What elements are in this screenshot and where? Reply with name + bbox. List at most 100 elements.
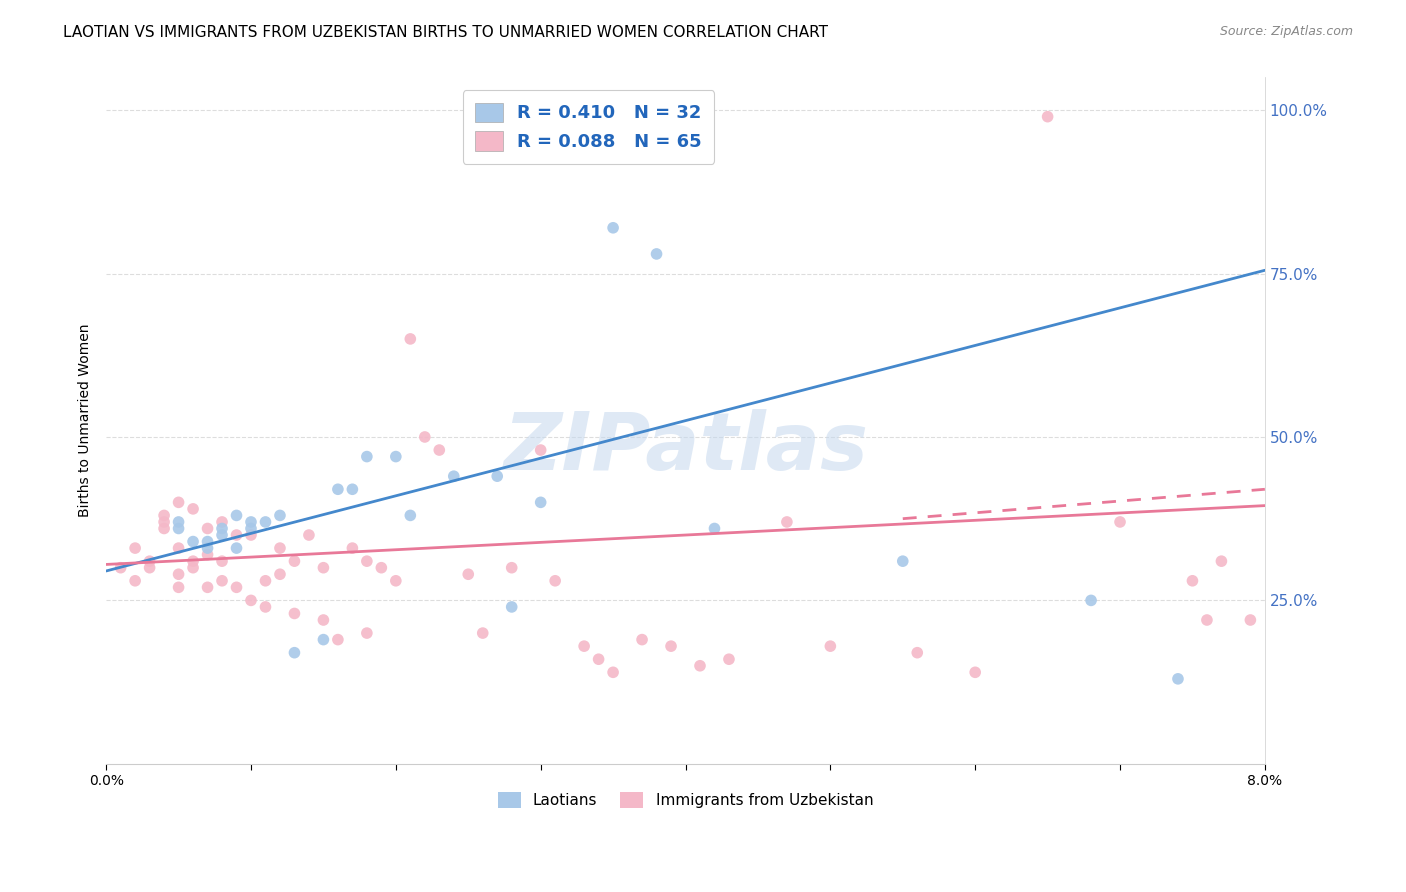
Point [413,430,436,444]
Point [269,541,291,555]
Point [181,534,204,549]
Point [486,469,509,483]
Point [443,469,465,483]
Point [1239,613,1261,627]
Point [342,541,364,555]
Point [703,521,725,535]
Point [153,508,176,523]
Point [240,515,263,529]
Point [138,560,160,574]
Point [240,593,263,607]
Point [776,515,799,529]
Point [283,646,305,660]
Point [225,541,247,555]
Point [631,632,654,647]
Point [399,508,422,523]
Point [312,560,335,574]
Point [501,599,523,614]
Point [138,554,160,568]
Point [181,560,204,574]
Legend: Laotians, Immigrants from Uzbekistan: Laotians, Immigrants from Uzbekistan [492,787,879,814]
Point [254,599,277,614]
Point [1181,574,1204,588]
Point [558,116,581,130]
Point [530,495,553,509]
Point [153,515,176,529]
Point [1036,110,1059,124]
Point [891,554,914,568]
Point [167,515,190,529]
Point [240,521,263,535]
Point [197,580,219,594]
Point [602,220,624,235]
Point [283,607,305,621]
Point [385,450,408,464]
Point [225,508,247,523]
Point [197,521,219,535]
Point [211,574,233,588]
Point [457,567,479,582]
Point [326,483,349,497]
Point [1167,672,1189,686]
Point [312,632,335,647]
Point [370,560,392,574]
Point [283,554,305,568]
Point [1195,613,1218,627]
Point [167,580,190,594]
Point [211,521,233,535]
Point [225,528,247,542]
Point [1211,554,1233,568]
Point [197,534,219,549]
Point [225,580,247,594]
Point [356,626,378,640]
Point [211,554,233,568]
Point [645,247,668,261]
Point [211,528,233,542]
Point [544,574,567,588]
Point [124,574,146,588]
Point [356,554,378,568]
Point [298,528,321,542]
Point [167,541,190,555]
Point [342,483,364,497]
Point [588,652,610,666]
Point [689,658,711,673]
Point [820,639,842,653]
Point [717,652,740,666]
Point [602,665,624,680]
Point [181,554,204,568]
Point [965,665,987,680]
Point [110,560,132,574]
Point [197,541,219,555]
Point [269,508,291,523]
Point [197,548,219,562]
Y-axis label: Births to Unmarried Women: Births to Unmarried Women [79,324,93,517]
Point [385,574,408,588]
Point [530,443,553,458]
Point [124,541,146,555]
Point [254,574,277,588]
Point [356,450,378,464]
Text: ZIPatlas: ZIPatlas [503,409,868,487]
Point [659,639,682,653]
Point [211,515,233,529]
Point [269,567,291,582]
Point [167,567,190,582]
Point [427,443,450,458]
Point [501,560,523,574]
Point [326,632,349,647]
Point [1109,515,1132,529]
Point [167,521,190,535]
Point [254,515,277,529]
Point [153,521,176,535]
Point [558,116,581,130]
Point [181,501,204,516]
Point [240,528,263,542]
Text: LAOTIAN VS IMMIGRANTS FROM UZBEKISTAN BIRTHS TO UNMARRIED WOMEN CORRELATION CHAR: LAOTIAN VS IMMIGRANTS FROM UZBEKISTAN BI… [63,25,828,40]
Point [312,613,335,627]
Point [572,639,595,653]
Text: Source: ZipAtlas.com: Source: ZipAtlas.com [1219,25,1353,38]
Point [167,495,190,509]
Point [905,646,928,660]
Point [399,332,422,346]
